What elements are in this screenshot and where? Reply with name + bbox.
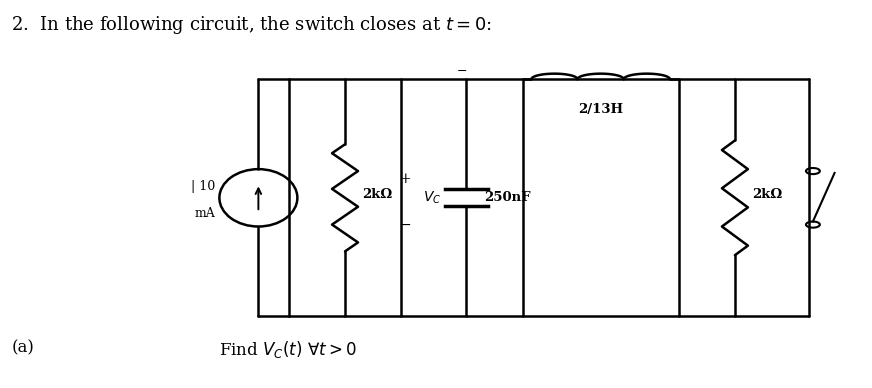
- Text: (a): (a): [11, 340, 34, 356]
- Text: | 10: | 10: [191, 180, 215, 193]
- Text: 2kΩ: 2kΩ: [363, 187, 392, 201]
- Text: 2kΩ: 2kΩ: [753, 187, 782, 201]
- Text: 250nF: 250nF: [484, 191, 530, 204]
- Text: +: +: [400, 172, 412, 186]
- Text: mA: mA: [194, 207, 215, 220]
- Text: Find $V_C(t)$ $\forall t > 0$: Find $V_C(t)$ $\forall t > 0$: [220, 340, 358, 360]
- Text: 2.  In the following circuit, the switch closes at $t = 0$:: 2. In the following circuit, the switch …: [11, 14, 493, 36]
- Text: 2/13H: 2/13H: [578, 103, 623, 116]
- Text: $V_C$: $V_C$: [423, 190, 441, 206]
- Text: −: −: [400, 218, 412, 232]
- Text: −: −: [457, 65, 467, 78]
